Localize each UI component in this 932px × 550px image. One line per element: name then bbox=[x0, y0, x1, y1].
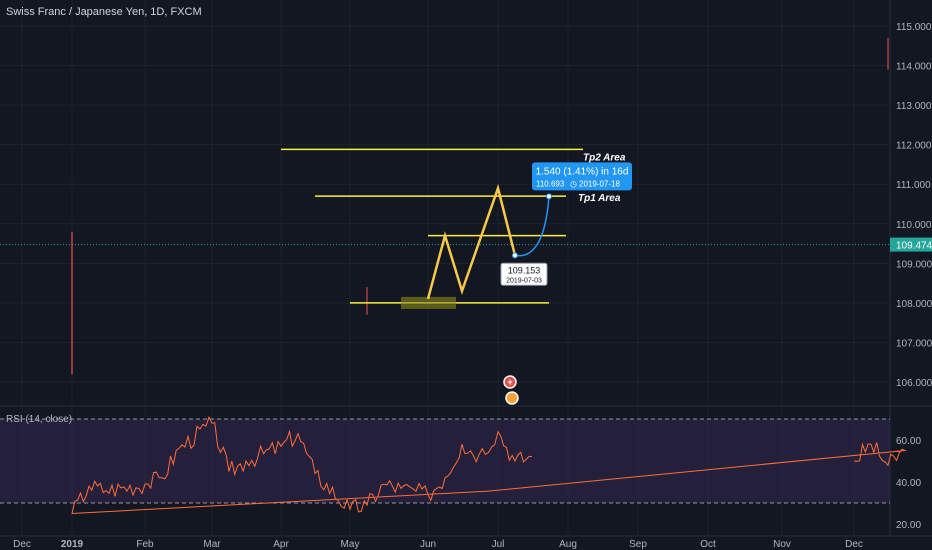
time-axis-tick: Feb bbox=[136, 539, 154, 550]
rsi-line bbox=[71, 415, 907, 515]
time-axis-tick: Aug bbox=[559, 539, 577, 550]
last-price-badge bbox=[890, 237, 932, 252]
price-axis-tick: 108.000 bbox=[896, 299, 932, 310]
projection-end-point bbox=[546, 193, 552, 200]
measure-box-line1: 1.540 (1.41%) in 16d bbox=[536, 166, 629, 177]
price-axis-tick: 110.000 bbox=[896, 220, 932, 231]
support-zone bbox=[401, 296, 456, 309]
time-axis-tick: Sep bbox=[629, 539, 647, 550]
rsi-label: RSI (14, close) bbox=[6, 414, 73, 425]
projection-start-point bbox=[512, 252, 518, 259]
price-axis-tick: 109.000 bbox=[896, 259, 932, 270]
rsi-band bbox=[0, 419, 890, 503]
time-axis-tick: Mar bbox=[203, 539, 221, 550]
time-axis-tick: Jun bbox=[420, 539, 436, 550]
price-axis-tick: 113.000 bbox=[896, 101, 932, 112]
event-idea-icon bbox=[505, 391, 519, 405]
price-axis-tick: 114.000 bbox=[896, 62, 932, 73]
time-axis-tick: Apr bbox=[273, 539, 289, 550]
measure-box-line2: 110.693 bbox=[536, 179, 565, 188]
projection-curve bbox=[514, 196, 550, 257]
time-axis-tick: Jul bbox=[492, 539, 505, 550]
tp2-label: Tp2 Area bbox=[583, 152, 626, 163]
time-axis-tick: Oct bbox=[700, 539, 716, 550]
time-axis-tick: Nov bbox=[773, 539, 791, 550]
pattern-zigzag bbox=[426, 183, 517, 300]
point-label-date: 2019-07-03 bbox=[506, 277, 542, 284]
price-axis-tick: 112.000 bbox=[896, 141, 932, 152]
tp1-label: Tp1 Area bbox=[578, 193, 621, 204]
event-plus-icon bbox=[503, 375, 517, 389]
time-axis-tick: 2019 bbox=[61, 539, 84, 550]
measure-box bbox=[532, 162, 632, 191]
rsi-axis-tick: 60.00 bbox=[896, 436, 921, 447]
price-axis-tick: 115.000 bbox=[896, 22, 932, 33]
rsi-axis-tick: 40.00 bbox=[896, 478, 921, 489]
point-label-price: 109.153 bbox=[508, 265, 541, 275]
last-price-label: 109.474 bbox=[896, 241, 932, 252]
time-axis-tick: Dec bbox=[845, 539, 863, 550]
price-axis-tick: 111.000 bbox=[896, 180, 931, 191]
point-label-box bbox=[500, 262, 548, 286]
price-axis-tick: 107.000 bbox=[896, 338, 932, 349]
time-axis-tick: Dec bbox=[13, 539, 31, 550]
chart-title: Swiss Franc / Japanese Yen, 1D, FXCM bbox=[6, 6, 202, 18]
event-plus-icon-glyph: + bbox=[507, 377, 512, 387]
rsi-axis-tick: 20.00 bbox=[896, 520, 921, 531]
price-axis-tick: 106.000 bbox=[896, 378, 932, 389]
time-axis-tick: May bbox=[341, 539, 360, 550]
measure-box-clock-icon: ◷ bbox=[570, 179, 577, 188]
measure-box-line3: 2019-07-18 bbox=[579, 179, 620, 188]
